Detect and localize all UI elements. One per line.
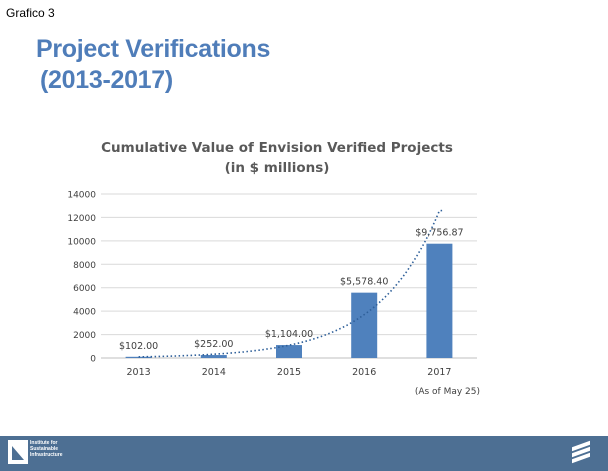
x-tick-label: 2014: [202, 367, 226, 378]
bar-2013: [125, 356, 152, 358]
data-label: $1,104.00: [265, 329, 313, 340]
as-of-note: (As of May 25): [415, 387, 480, 397]
data-label: $9,756.87: [415, 228, 463, 239]
logo-text: Institute for Sustainable Infrastructure: [30, 440, 63, 458]
bar-2017: [426, 243, 453, 358]
data-label: $102.00: [119, 341, 158, 352]
chart-subtitle: (in $ millions): [225, 160, 330, 176]
y-tick-label: 12000: [67, 214, 96, 224]
y-tick-label: 0: [90, 355, 96, 365]
logo-mark-icon: [8, 440, 28, 464]
y-tick-label: 6000: [73, 284, 96, 294]
x-tick-label: 2016: [352, 367, 376, 378]
chart-title: Cumulative Value of Envision Verified Pr…: [101, 140, 453, 156]
y-tick-label: 2000: [73, 331, 96, 341]
bar-2016: [351, 292, 378, 358]
footer-bar: [0, 436, 608, 471]
slide-title: Project Verifications (2013-2017): [36, 34, 270, 96]
y-tick-label: 4000: [73, 308, 96, 318]
x-tick-label: 2017: [427, 367, 451, 378]
data-label: $5,578.40: [340, 277, 388, 288]
bar-2015: [276, 345, 302, 358]
bar-chart: Cumulative Value of Envision Verified Pr…: [67, 140, 480, 397]
y-tick-label: 8000: [73, 261, 96, 271]
slide-title-line-2: (2013-2017): [40, 66, 173, 94]
trend-line: [138, 209, 444, 358]
data-label: $252.00: [194, 339, 233, 350]
figure-label: Grafico 3: [6, 6, 55, 20]
slide-title-line-1: Project Verifications: [36, 35, 271, 63]
y-tick-label: 14000: [67, 191, 96, 201]
envision-icon: [572, 440, 590, 464]
institute-logo: Institute for Sustainable Infrastructure: [8, 440, 70, 464]
y-tick-label: 10000: [67, 237, 96, 247]
x-tick-label: 2015: [277, 367, 301, 378]
x-tick-label: 2013: [127, 367, 151, 378]
bar-2014: [200, 355, 227, 358]
